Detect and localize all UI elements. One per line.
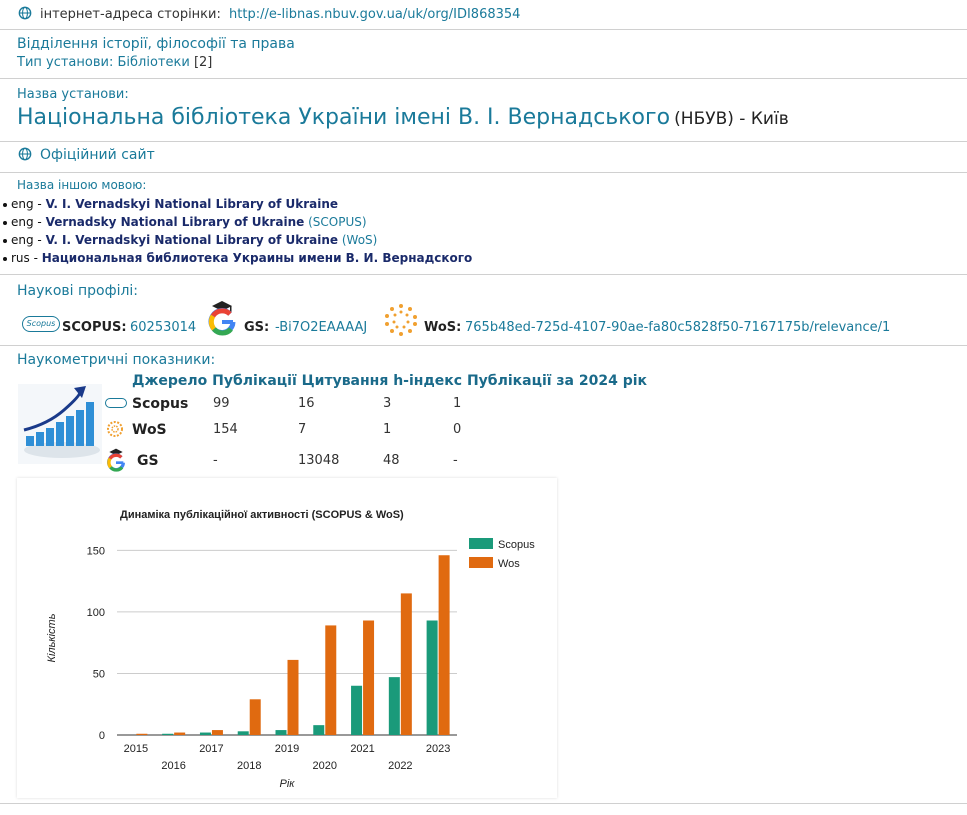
- official-site-link[interactable]: Офіційний сайт: [40, 147, 155, 163]
- bar-scopus: [237, 731, 249, 735]
- divider: [0, 274, 967, 275]
- web-address-label: інтернет-адреса сторінки:: [40, 7, 221, 22]
- metrics-label: Наукометричні показники:: [17, 352, 216, 368]
- x-tick-label: 2015: [124, 743, 148, 755]
- other-names-list: eng - V. I. Vernadskyi National Library …: [0, 195, 472, 267]
- bar-wos: [174, 732, 186, 735]
- x-tick-label: 2016: [161, 760, 185, 772]
- legend-swatch: [469, 538, 493, 549]
- x-tick-label: 2017: [199, 743, 223, 755]
- bar-scopus: [162, 733, 174, 735]
- legend-label: Scopus: [498, 539, 535, 551]
- bar-scopus: [426, 620, 438, 735]
- divider: [0, 172, 967, 173]
- divider: [0, 803, 967, 804]
- wos-icon: [385, 304, 417, 336]
- divider: [0, 29, 967, 30]
- growth-chart-icon: [18, 384, 102, 464]
- scopus-icon: [105, 398, 127, 408]
- profiles-label: Наукові профілі:: [17, 283, 139, 299]
- y-tick-label: 0: [99, 730, 105, 742]
- y-tick-label: 50: [93, 668, 105, 680]
- gs-profile-link[interactable]: -Bi7O2EAAAAJ: [275, 320, 368, 335]
- bar-wos: [363, 620, 375, 735]
- x-tick-label: 2021: [350, 743, 374, 755]
- divider: [0, 78, 967, 79]
- scopus-profile-label: SCOPUS:: [62, 320, 127, 335]
- x-tick-label: 2020: [313, 760, 337, 772]
- web-address-link[interactable]: http://e-libnas.nbuv.gov.ua/uk/org/IDI86…: [229, 7, 521, 22]
- wos-icon: [107, 421, 123, 437]
- department-link[interactable]: Відділення історії, філософії та права: [17, 36, 295, 52]
- divider: [0, 141, 967, 142]
- wos-profile-label: WoS:: [424, 320, 462, 335]
- metrics-header: Джерело Публікації Цитування h-індекс Пу…: [132, 373, 648, 389]
- bar-scopus: [351, 685, 363, 735]
- table-row: WoS 154 7 1 0: [105, 421, 505, 445]
- table-row: GS - 13048 48 -: [105, 448, 505, 475]
- publication-chart: Динаміка публікаційної активності (SCOPU…: [17, 478, 557, 798]
- scopus-profile-link[interactable]: 60253014: [130, 320, 197, 335]
- type-link[interactable]: Бібліотеки: [117, 55, 190, 70]
- gs-profile-label: GS:: [244, 320, 270, 335]
- list-item: eng - V. I. Vernadskyi National Library …: [0, 231, 472, 249]
- other-names-label: Назва іншою мовою:: [17, 178, 147, 192]
- bar-wos: [400, 593, 412, 735]
- bar-scopus: [388, 677, 400, 735]
- bar-wos: [287, 659, 299, 735]
- x-tick-label: 2023: [426, 743, 450, 755]
- list-item: eng - Vernadsky National Library of Ukra…: [0, 213, 472, 231]
- table-row: Scopus 99 16 3 1: [105, 395, 505, 419]
- x-axis-label: Рік: [280, 778, 296, 790]
- bar-wos: [211, 730, 223, 735]
- bar-scopus: [275, 730, 287, 735]
- name-label: Назва установи:: [17, 87, 129, 102]
- legend-label: Wos: [498, 558, 520, 570]
- institution-city: Київ: [750, 109, 789, 129]
- type-count: [2]: [193, 55, 213, 70]
- y-axis-label: Кількість: [46, 613, 58, 662]
- bar-scopus: [199, 732, 211, 735]
- chart-svg: Динаміка публікаційної активності (SCOPU…: [46, 509, 535, 790]
- google-scholar-icon: [107, 448, 125, 472]
- globe-icon: [18, 147, 32, 161]
- x-tick-label: 2018: [237, 760, 261, 772]
- list-item: eng - V. I. Vernadskyi National Library …: [0, 195, 472, 213]
- legend-swatch: [469, 557, 493, 568]
- x-tick-label: 2019: [275, 743, 299, 755]
- google-scholar-icon: [208, 301, 236, 336]
- y-tick-label: 150: [87, 545, 105, 557]
- divider: [0, 345, 967, 346]
- scopus-icon: Scopus: [22, 316, 60, 332]
- bar-wos: [136, 733, 148, 735]
- globe-icon: [18, 6, 32, 20]
- bar-wos: [249, 699, 261, 735]
- x-tick-label: 2022: [388, 760, 412, 772]
- web-address-row: інтернет-адреса сторінки: http://e-libna…: [0, 0, 967, 29]
- list-item: rus - Национальная библиотека Украины им…: [0, 249, 472, 267]
- chart-title: Динаміка публікаційної активності (SCOPU…: [120, 509, 404, 521]
- bar-wos: [438, 555, 450, 735]
- type-label: Тип установи:: [17, 55, 114, 70]
- institution-name: Національна бібліотека України імені В. …: [17, 105, 671, 130]
- bar-scopus: [313, 725, 325, 735]
- institution-abbr: (НБУВ): [674, 109, 734, 129]
- y-tick-label: 100: [87, 607, 105, 619]
- wos-profile-link[interactable]: 765b48ed-725d-4107-90ae-fa80c5828f50-716…: [465, 320, 891, 335]
- bar-wos: [325, 625, 337, 735]
